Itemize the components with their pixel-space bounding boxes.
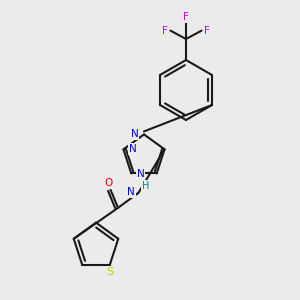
- Text: N: N: [127, 187, 135, 197]
- Text: N: N: [129, 144, 136, 154]
- Text: O: O: [104, 178, 112, 188]
- Text: H: H: [142, 181, 150, 191]
- Text: F: F: [204, 26, 210, 36]
- Text: N: N: [131, 129, 139, 139]
- Text: S: S: [106, 266, 113, 277]
- Text: N: N: [137, 169, 145, 179]
- Text: F: F: [183, 12, 189, 22]
- Text: F: F: [162, 26, 168, 36]
